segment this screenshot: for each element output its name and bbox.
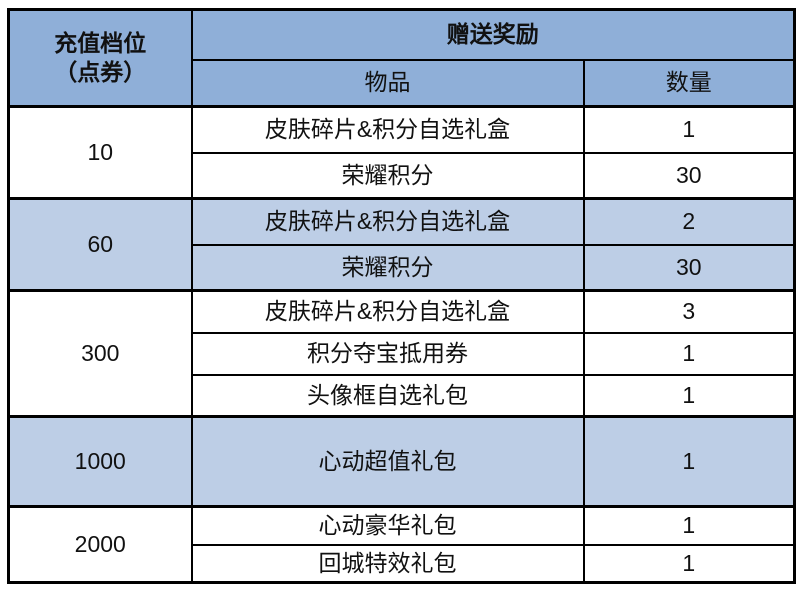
qty-cell: 1 <box>582 105 796 154</box>
item-cell: 荣耀积分 <box>190 151 585 200</box>
tier-cell: 300 <box>7 289 193 418</box>
header-row-columns: 物品 数量 <box>9 58 796 108</box>
table-row: 10 皮肤碎片&积分自选礼盒 1 <box>7 105 796 200</box>
table-row: 1000 心动超值礼包 1 <box>7 415 796 508</box>
qty-cell: 30 <box>582 243 796 292</box>
tier-cell: 10 <box>7 105 193 200</box>
item-cell: 头像框自选礼包 <box>190 373 585 418</box>
qty-cell: 3 <box>582 289 796 334</box>
qty-cell: 1 <box>582 331 796 376</box>
table-row: 荣耀积分 30 <box>9 243 796 292</box>
qty-cell: 2 <box>582 197 796 246</box>
item-cell: 皮肤碎片&积分自选礼盒 <box>190 289 585 334</box>
item-cell: 皮肤碎片&积分自选礼盒 <box>190 197 585 246</box>
tier-cell: 1000 <box>7 415 193 508</box>
item-cell: 荣耀积分 <box>190 243 585 292</box>
item-cell: 积分夺宝抵用券 <box>190 331 585 376</box>
item-cell: 回城特效礼包 <box>190 543 585 584</box>
table-row: 回城特效礼包 1 <box>9 543 796 584</box>
header-cell-tier: 充值档位 （点券） <box>7 8 193 108</box>
table-row: 2000 心动豪华礼包 1 <box>7 505 796 584</box>
table-row: 头像框自选礼包 1 <box>9 373 796 418</box>
qty-cell: 1 <box>582 543 796 584</box>
tier-cell: 60 <box>7 197 193 292</box>
item-cell: 心动豪华礼包 <box>190 505 585 546</box>
qty-cell: 1 <box>582 505 796 546</box>
table-row: 300 皮肤碎片&积分自选礼盒 3 <box>7 289 796 418</box>
item-cell: 心动超值礼包 <box>190 415 585 508</box>
qty-cell: 30 <box>582 151 796 200</box>
qty-cell: 1 <box>582 415 796 508</box>
table-row: 积分夺宝抵用券 1 <box>9 331 796 376</box>
header-cell-item: 物品 <box>190 58 585 108</box>
header-row-rewards: 充值档位 （点券） 赠送奖励 <box>7 8 796 108</box>
table-row: 60 皮肤碎片&积分自选礼盒 2 <box>7 197 796 292</box>
item-cell: 皮肤碎片&积分自选礼盒 <box>190 105 585 154</box>
qty-cell: 1 <box>582 373 796 418</box>
table-row: 荣耀积分 30 <box>9 151 796 200</box>
tier-cell: 2000 <box>7 505 193 584</box>
header-cell-qty: 数量 <box>582 58 796 108</box>
recharge-rewards-table: 充值档位 （点券） 赠送奖励 物品 数量 10 皮肤碎片&积分自选礼盒 1 荣耀… <box>7 8 796 584</box>
header-cell-rewards: 赠送奖励 <box>190 8 796 61</box>
